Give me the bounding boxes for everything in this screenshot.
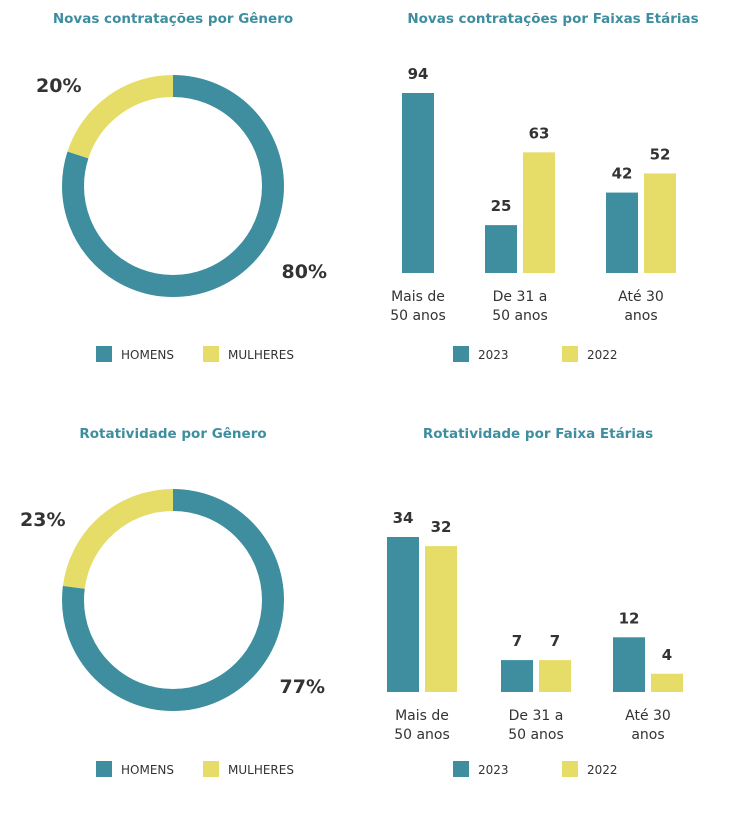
donut1-title: Novas contratações por Gênero [52, 11, 294, 27]
donut-pct-label-mulheres: 20% [36, 75, 81, 97]
donut-chart-1 [62, 75, 284, 297]
bar-2022-1 [539, 660, 571, 692]
legend-label-homens: HOMENS [121, 348, 174, 362]
legend-label-2022: 2022 [587, 763, 618, 777]
bar-2022-2 [651, 673, 683, 692]
bar-2023-1 [485, 225, 517, 273]
bar-value-label: 4 [662, 646, 672, 664]
donut-pct-label-mulheres: 23% [20, 509, 65, 531]
category-label: 50 anos [508, 727, 564, 743]
bar-2022-2 [644, 173, 676, 273]
bar-value-label: 7 [550, 632, 560, 650]
category-label: anos [631, 727, 664, 743]
legend-swatch-homens [96, 761, 112, 777]
bar-value-label: 42 [612, 165, 633, 183]
donut-slice-mulheres [62, 75, 284, 297]
category-label: De 31 a [493, 289, 548, 305]
category-label: De 31 a [509, 708, 564, 724]
legend-swatch-mulheres [203, 346, 219, 362]
bars2-title: Rotatividade por Faixa Etárias [422, 426, 654, 442]
bar-2022-1 [523, 152, 555, 273]
legend-swatch-2022 [562, 346, 578, 362]
bar-chart-1 [402, 93, 676, 273]
donut-pct-label-homens: 77% [280, 676, 325, 698]
bar-value-label: 34 [393, 509, 414, 527]
donut-pct-label-homens: 80% [282, 261, 327, 283]
donut-chart-2 [62, 489, 284, 711]
category-label: 50 anos [492, 308, 548, 324]
bar-value-label: 32 [431, 518, 452, 536]
category-label: 50 anos [394, 727, 450, 743]
donut2-title: Rotatividade por Gênero [79, 426, 267, 442]
bar-value-label: 94 [408, 65, 429, 83]
bar-2023-0 [387, 537, 419, 692]
category-label: anos [624, 308, 657, 324]
category-label: Mais de [391, 289, 445, 305]
legend-swatch-2023 [453, 761, 469, 777]
bar-value-label: 7 [512, 632, 522, 650]
bar-2023-2 [606, 192, 638, 273]
category-label: Até 30 [618, 289, 664, 305]
legend-label-homens: HOMENS [121, 763, 174, 777]
bar-2023-1 [501, 660, 533, 692]
legend-swatch-2023 [453, 346, 469, 362]
bar-value-label: 12 [619, 609, 640, 627]
legend-swatch-mulheres [203, 761, 219, 777]
bar-2023-0 [402, 93, 434, 273]
donut-slice-mulheres [62, 489, 284, 711]
legend-swatch-2022 [562, 761, 578, 777]
bar-value-label: 25 [491, 197, 512, 215]
legend-label-2023: 2023 [478, 763, 509, 777]
legend-swatch-homens [96, 346, 112, 362]
legend-label-mulheres: MULHERES [228, 348, 294, 362]
legend-label-2023: 2023 [478, 348, 509, 362]
category-label: 50 anos [390, 308, 446, 324]
bar-value-label: 63 [529, 124, 550, 142]
bar-value-label: 52 [650, 145, 671, 163]
bar-2023-2 [613, 637, 645, 692]
bar-chart-2 [387, 537, 683, 692]
bars1-title: Novas contratações por Faixas Etárias [407, 11, 699, 27]
category-label: Mais de [395, 708, 449, 724]
legend-label-mulheres: MULHERES [228, 763, 294, 777]
category-label: Até 30 [625, 708, 671, 724]
bar-2022-0 [425, 546, 457, 692]
legend-label-2022: 2022 [587, 348, 618, 362]
